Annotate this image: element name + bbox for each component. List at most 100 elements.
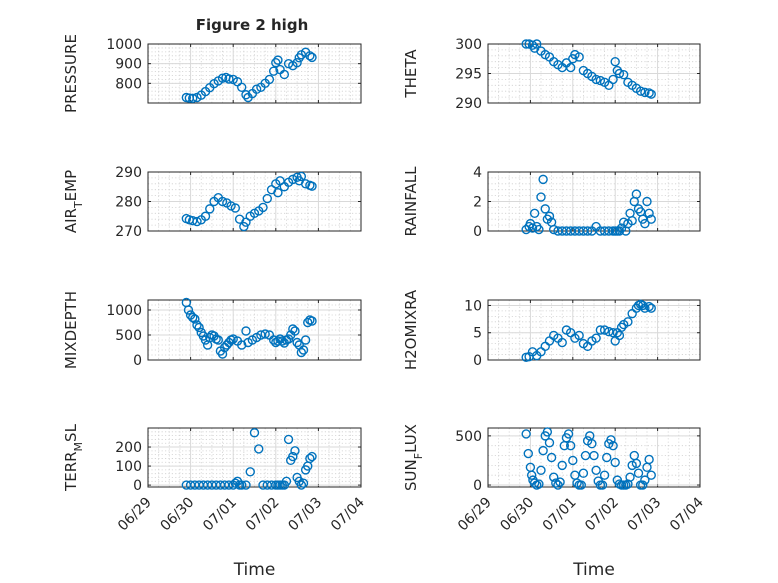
figure-title: Figure 2 high [196, 16, 309, 34]
data-point [192, 216, 202, 227]
y-tick-label: 0 [133, 478, 142, 494]
y-axis-label: THETA [402, 49, 420, 99]
x-tick-label: 07/01 [540, 495, 580, 535]
data-point [549, 224, 559, 235]
data-point [283, 434, 294, 445]
data-point [190, 314, 200, 324]
data-point [572, 478, 582, 488]
data-point [638, 300, 648, 311]
data-point [241, 326, 251, 336]
data-point [264, 74, 275, 85]
data-point [526, 470, 537, 480]
data-point [273, 187, 283, 198]
data-point [292, 337, 302, 348]
data-point [271, 57, 281, 68]
y-axis-label-main: AIR [62, 208, 80, 233]
data-series [181, 297, 317, 359]
x-tick-label: 07/04 [328, 494, 368, 534]
data-series [521, 39, 656, 99]
data-point [237, 340, 247, 350]
data-point [245, 467, 255, 477]
data-point [296, 347, 307, 358]
y-tick-label: 800 [115, 76, 142, 92]
data-point [192, 320, 202, 330]
data-point [538, 174, 548, 185]
data-point [542, 427, 553, 437]
data-point [288, 451, 298, 462]
data-point [565, 441, 576, 451]
panel-theta: 290 295 300 THETA [402, 37, 701, 112]
x-tick-label: 07/02 [243, 495, 283, 535]
axes-frame [487, 299, 701, 361]
data-point [599, 470, 610, 480]
axes-border [487, 299, 701, 361]
y-tick-label: 295 [455, 67, 482, 83]
data-series [521, 299, 656, 362]
data-series [521, 427, 656, 490]
y-tick-label: 300 [455, 37, 482, 53]
data-point [597, 480, 608, 490]
y-axis-label-main: MIXDEPTH [62, 291, 80, 369]
data-point [631, 458, 642, 469]
data-point [228, 334, 238, 344]
data-point [591, 333, 601, 343]
panel-sun-flux: 0 500 SUNFLUX 06/29 06/30 07/01 07/02 07/03 07/0… [402, 424, 707, 580]
y-tick-label: 1000 [106, 37, 142, 53]
y-axis-label-subscript: T [72, 201, 85, 209]
y-tick-label: 100 [115, 459, 142, 475]
y-axis-label: MIXDEPTH [62, 291, 80, 369]
data-point [230, 203, 241, 213]
data-point [298, 345, 309, 355]
data-point [633, 468, 644, 478]
data-point [638, 480, 648, 490]
data-point [188, 312, 198, 323]
data-point [296, 480, 307, 490]
y-tick-label: 0 [473, 478, 482, 494]
data-point [595, 325, 606, 335]
x-tick-label: 06/29 [115, 495, 155, 535]
y-axis-label-tail: EMP [62, 170, 80, 201]
data-point [646, 470, 656, 480]
data-point [608, 441, 618, 451]
data-point [640, 87, 650, 98]
y-tick-label: 2 [473, 195, 482, 211]
data-point [277, 336, 287, 346]
data-point [230, 478, 241, 488]
data-point [646, 303, 656, 313]
data-point [595, 75, 606, 86]
y-tick-label: 5 [473, 326, 482, 342]
x-axis-label: Time [233, 560, 276, 580]
y-tick-label: 280 [115, 195, 142, 211]
y-tick-label: 0 [133, 353, 142, 369]
data-point [239, 221, 249, 232]
y-axis-label-main: THETA [402, 49, 420, 99]
data-point [606, 435, 616, 445]
data-point [241, 480, 251, 490]
data-point [574, 330, 584, 341]
panel-rainfall: 0 2 4 RAINFALL [402, 165, 701, 240]
data-point [557, 460, 567, 471]
y-axis-label-main: H2OMIXRA [402, 289, 420, 370]
data-point [303, 317, 313, 328]
data-point [521, 429, 531, 439]
y-tick-label: 0 [473, 224, 482, 240]
y-axis-label-main: RAINFALL [402, 166, 420, 237]
data-point [290, 446, 300, 456]
data-point [536, 192, 546, 202]
data-point [623, 317, 633, 327]
y-tick-label: 500 [115, 328, 142, 344]
data-point [307, 52, 317, 63]
data-point [300, 335, 311, 345]
data-point [305, 51, 315, 61]
data-point [627, 460, 637, 471]
data-point [546, 452, 557, 463]
y-tick-label: 900 [115, 57, 142, 73]
data-point [296, 171, 307, 182]
data-point [608, 74, 618, 85]
data-point [237, 82, 247, 92]
data-point [249, 428, 260, 438]
data-point [200, 211, 211, 221]
data-point [292, 57, 302, 68]
panel-air-temp: 270 280 290 AIRTEMP [62, 165, 362, 240]
data-point [268, 66, 279, 76]
